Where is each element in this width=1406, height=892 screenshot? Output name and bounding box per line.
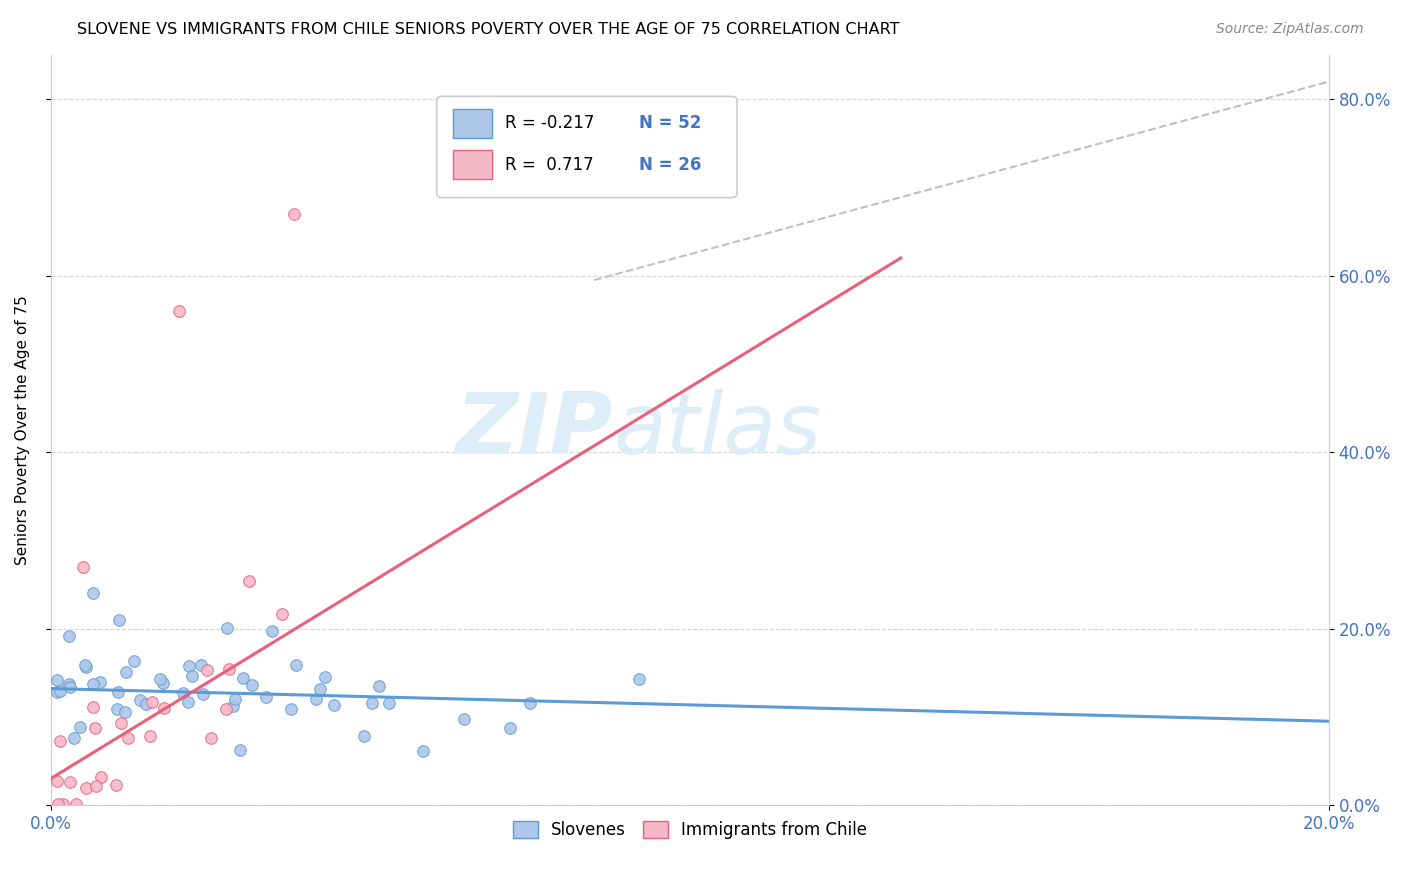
Point xyxy=(84,721,107,735)
Point xyxy=(285,657,308,672)
Point xyxy=(627,672,650,686)
Point xyxy=(114,705,136,719)
Point xyxy=(51,797,73,811)
Point xyxy=(195,664,218,678)
Point xyxy=(215,702,238,716)
Point xyxy=(65,797,87,811)
Point xyxy=(117,731,139,745)
Point xyxy=(271,607,294,621)
Point xyxy=(58,630,80,644)
Bar xyxy=(453,151,492,179)
Point xyxy=(115,665,138,679)
Point xyxy=(49,683,72,698)
Point xyxy=(149,672,172,686)
Point xyxy=(314,670,336,684)
Text: atlas: atlas xyxy=(613,389,821,472)
Point xyxy=(228,742,250,756)
Point xyxy=(378,696,401,710)
Text: N = 52: N = 52 xyxy=(638,114,702,132)
Point xyxy=(105,778,128,792)
Point xyxy=(498,721,520,735)
Point xyxy=(221,699,243,714)
Point xyxy=(224,691,246,706)
Text: ZIP: ZIP xyxy=(456,389,613,472)
Point xyxy=(360,696,382,710)
Point xyxy=(89,675,111,690)
Point xyxy=(238,574,260,589)
Point xyxy=(191,687,214,701)
Point xyxy=(90,770,112,784)
Text: R =  0.717: R = 0.717 xyxy=(505,155,593,174)
Point xyxy=(283,207,305,221)
Point xyxy=(177,658,200,673)
Text: Source: ZipAtlas.com: Source: ZipAtlas.com xyxy=(1216,22,1364,37)
Point xyxy=(110,715,132,730)
Point xyxy=(453,712,475,726)
Point xyxy=(153,700,176,714)
Y-axis label: Seniors Poverty Over the Age of 75: Seniors Poverty Over the Age of 75 xyxy=(15,295,30,565)
Point xyxy=(200,731,222,745)
Point xyxy=(141,695,163,709)
Point xyxy=(107,685,129,699)
Point xyxy=(353,729,375,743)
Point xyxy=(48,797,70,811)
Point xyxy=(181,668,204,682)
Text: SLOVENE VS IMMIGRANTS FROM CHILE SENIORS POVERTY OVER THE AGE OF 75 CORRELATION : SLOVENE VS IMMIGRANTS FROM CHILE SENIORS… xyxy=(77,22,900,37)
Point xyxy=(322,698,344,712)
Point xyxy=(59,680,82,694)
Point xyxy=(82,586,104,600)
Legend: Slovenes, Immigrants from Chile: Slovenes, Immigrants from Chile xyxy=(506,814,873,846)
Point xyxy=(46,774,69,789)
Point xyxy=(367,679,389,693)
Point xyxy=(59,774,82,789)
Point xyxy=(75,660,97,674)
Point xyxy=(48,733,70,747)
Point xyxy=(129,693,152,707)
Bar xyxy=(453,109,492,137)
Point xyxy=(412,743,434,757)
Point xyxy=(280,701,302,715)
Point xyxy=(218,663,240,677)
Point xyxy=(232,672,254,686)
Point xyxy=(63,731,86,746)
Point xyxy=(139,729,162,743)
Point xyxy=(105,701,128,715)
Point xyxy=(46,673,69,688)
Point xyxy=(108,613,131,627)
Point xyxy=(122,654,145,668)
Point xyxy=(46,684,69,698)
Point xyxy=(167,304,190,318)
Point xyxy=(84,779,107,793)
Point xyxy=(262,624,284,638)
Point xyxy=(82,700,104,714)
Point xyxy=(135,697,157,711)
Text: R = -0.217: R = -0.217 xyxy=(505,114,593,132)
Point xyxy=(309,681,332,696)
Point xyxy=(254,690,277,705)
Point xyxy=(240,678,263,692)
Point xyxy=(172,685,194,699)
Point xyxy=(190,657,212,672)
Point xyxy=(69,720,91,734)
Point xyxy=(58,676,80,690)
Point xyxy=(75,658,97,673)
Point xyxy=(215,621,238,635)
Point xyxy=(519,696,541,710)
Point xyxy=(82,677,104,691)
Point xyxy=(305,692,328,706)
Point xyxy=(72,559,94,574)
Point xyxy=(75,780,97,795)
Text: N = 26: N = 26 xyxy=(638,155,702,174)
Point xyxy=(152,676,174,690)
FancyBboxPatch shape xyxy=(437,96,737,198)
Point xyxy=(177,695,200,709)
